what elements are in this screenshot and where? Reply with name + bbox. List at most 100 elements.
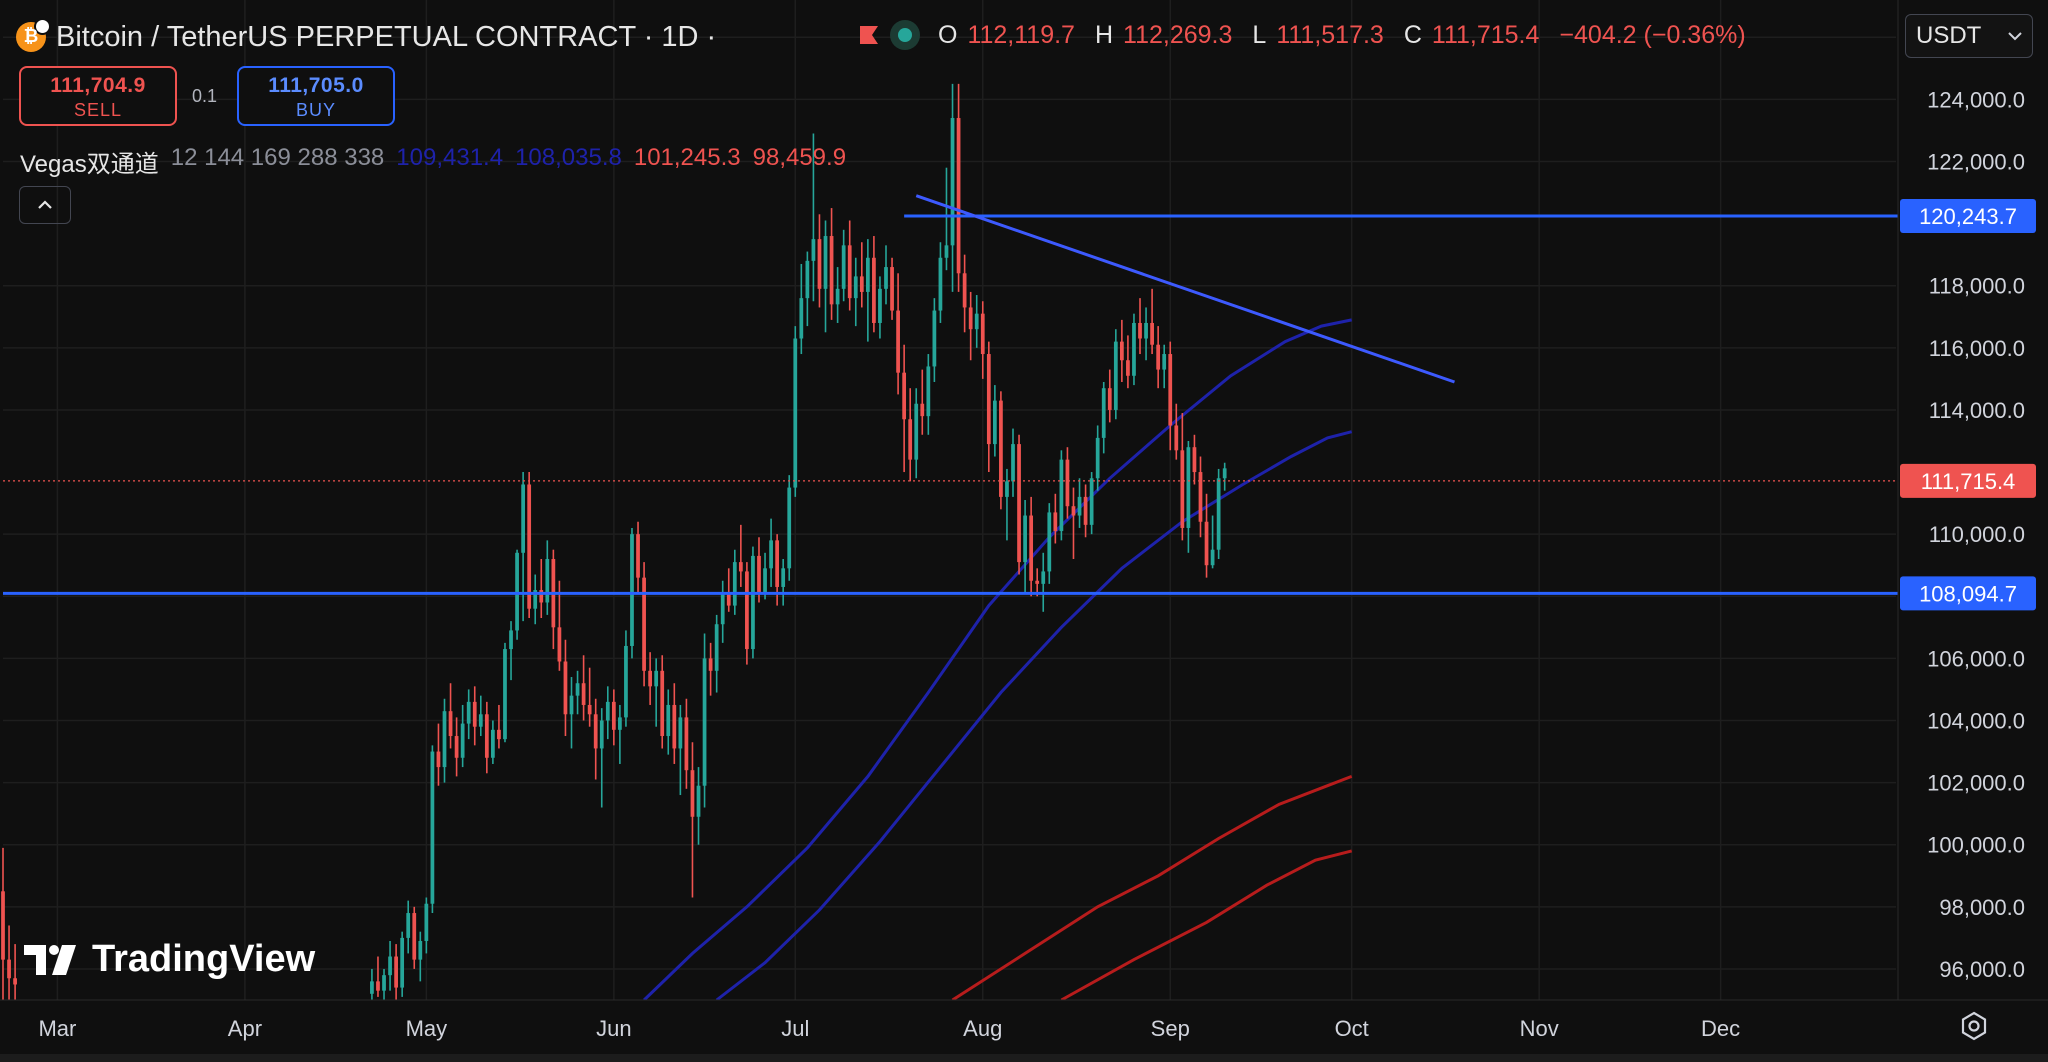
candle-body [1,891,5,960]
candle-body [890,267,894,311]
candle-body [593,714,598,749]
candle [491,720,495,764]
candle-body [412,913,417,960]
candle [672,683,677,764]
candle-body [624,645,628,718]
horizontal-line-price-tag: 120,243.7 [1919,204,2017,229]
currency-select[interactable]: USDT [1905,14,2033,58]
candle [714,614,719,693]
candle [654,658,659,727]
candle-body [678,717,683,749]
candle [781,559,786,606]
candle [660,655,665,749]
time-axis-label: Oct [1335,1016,1369,1041]
candle [751,546,755,659]
candle [896,273,900,395]
candle [521,472,525,622]
symbol-title[interactable]: Bitcoin / TetherUS PERPETUAL CONTRACT · … [56,20,717,53]
candle-body [956,118,961,274]
open-label: O [938,20,958,49]
tradingview-logo[interactable]: TradingView [24,938,315,981]
candle-body [829,236,834,305]
candle [986,341,991,473]
candle-body [1083,496,1088,525]
candle [678,704,683,796]
candle [430,745,435,914]
open-value: 112,119.7 [967,20,1075,49]
collapse-legend-button[interactable] [19,186,71,224]
candle [382,968,386,1000]
candle [932,298,937,382]
candle-body [853,276,858,299]
candle [412,906,417,969]
candle [696,767,701,845]
candle-body [763,568,767,594]
candle [666,689,671,755]
candle-body [1222,468,1227,479]
time-axis-label: May [406,1016,448,1041]
candle-body [533,590,538,609]
candle [605,686,610,740]
candle [575,670,580,715]
candle-body [1047,512,1052,572]
candle-body [1144,322,1148,339]
candle-body [1216,478,1221,550]
candle [527,472,532,619]
candle-body [745,571,749,650]
candle [448,683,453,749]
candle-body [400,937,405,988]
high-label: H [1094,20,1114,49]
candle-body [799,298,804,339]
buy-button[interactable]: 111,705.0 BUY [237,66,395,126]
candle-body [751,555,755,650]
indicator-legend[interactable]: Vegas双通道 12 144 169 288 338 109,431.4 10… [20,144,846,179]
candle-body [1071,506,1076,516]
candle [1180,413,1185,541]
candle [466,689,471,740]
candle-body [1059,459,1064,532]
candle [636,521,640,594]
flag-icon[interactable] [858,25,880,45]
candle-body [660,670,665,737]
horizontal-line-price-tag: 108,094.7 [1919,581,2017,606]
candle-body [950,118,955,246]
candle-body [714,624,719,671]
market-status-icon[interactable] [890,20,920,50]
candle [563,639,568,737]
candle-body [968,307,973,330]
candle [841,229,846,302]
candle-body [974,313,979,330]
candle [890,257,894,320]
price-axis-label: 104,000.0 [1927,708,2025,733]
candle-body [1162,354,1167,370]
candle-body [388,956,392,976]
candle [436,723,441,786]
candle-body [654,670,659,687]
candle [769,518,773,587]
close-label: C [1403,20,1422,49]
candle-body [914,403,919,460]
candle-body [539,590,544,603]
candle [7,925,11,1000]
candle [497,704,501,749]
candle-body [1198,472,1203,522]
candle [811,133,816,302]
candle-body [872,257,876,323]
candle-body [527,484,532,609]
candle-body [1065,459,1070,507]
candle-body [732,562,737,606]
ema-line [715,430,1353,1002]
candle [587,667,592,727]
candle-body [509,630,513,650]
candle [1132,313,1136,386]
candle-body [884,267,888,289]
candle-body [817,239,822,289]
time-axis [0,1000,2048,1062]
sell-button[interactable]: 111,704.9 SELL [19,66,177,126]
candle [968,291,973,361]
candle [847,220,852,311]
candle-body [865,257,870,292]
settings-icon[interactable] [1958,1010,1990,1042]
